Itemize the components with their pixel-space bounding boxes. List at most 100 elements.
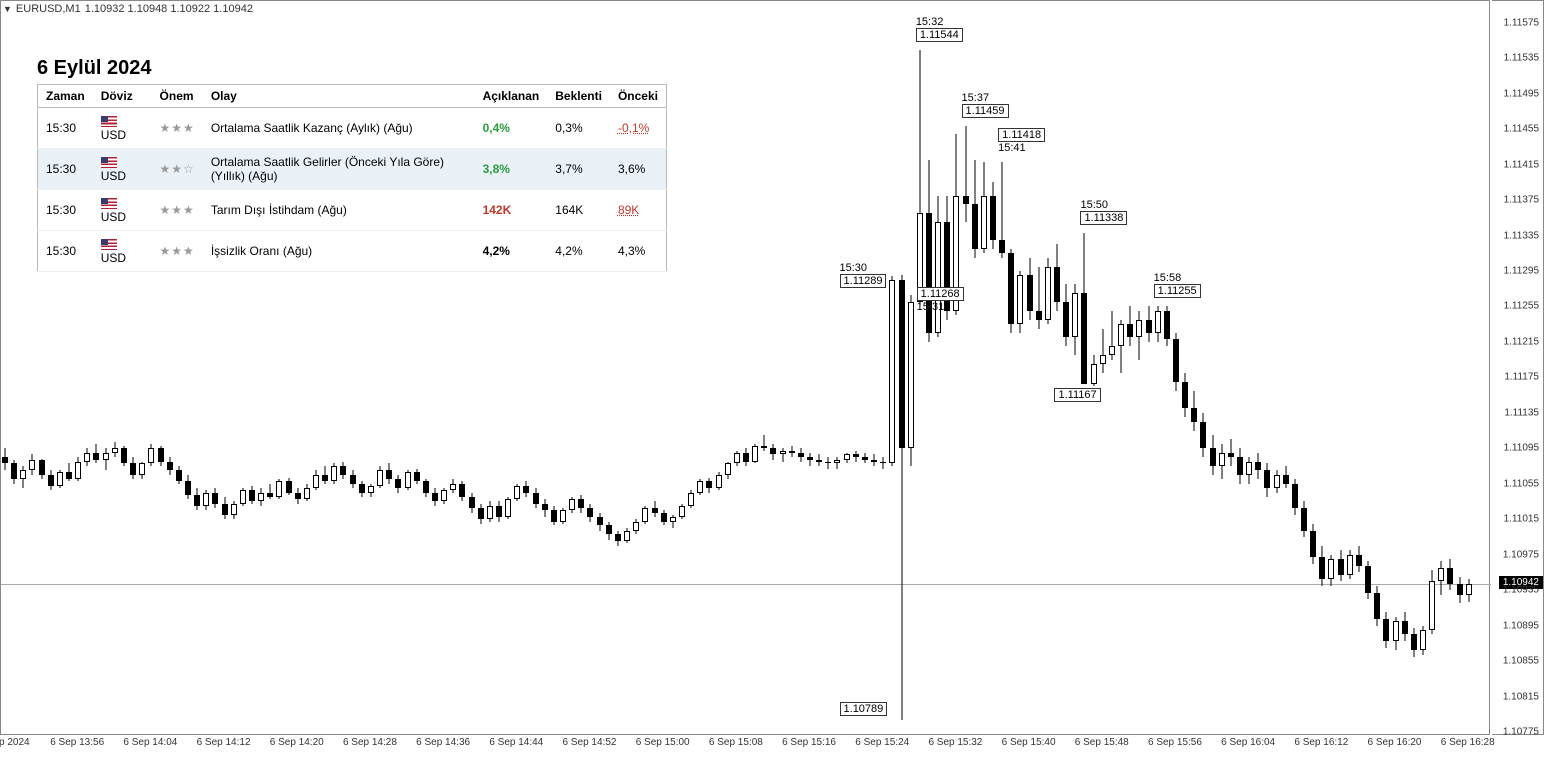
news-currency: USD [93, 190, 152, 231]
news-forecast: 3,7% [547, 149, 610, 190]
news-importance: ★★★ [152, 231, 203, 272]
xtick: 6 Sep 14:44 [489, 737, 543, 748]
xtick: 6 Sep 16:04 [1221, 737, 1275, 748]
news-row[interactable]: 15:30USD★★★İşsizlik Oranı (Ağu)4,2%4,2%4… [38, 231, 667, 272]
news-previous: -0,1% [610, 108, 667, 149]
news-currency: USD [93, 231, 152, 272]
xtick: 6 Sep 2024 [0, 737, 30, 748]
news-forecast: 164K [547, 190, 610, 231]
price-annotation: 15:301.11289 [840, 262, 887, 288]
ytick: 1.11455 [1504, 124, 1539, 135]
ytick: 1.11375 [1504, 195, 1539, 206]
news-event: İşsizlik Oranı (Ağu) [203, 231, 475, 272]
xtick: 6 Sep 15:00 [636, 737, 690, 748]
price-annotation: 15:581.11255 [1154, 272, 1201, 298]
ytick: 1.11215 [1504, 336, 1539, 347]
xtick: 6 Sep 14:12 [197, 737, 251, 748]
price-annotation: 15:501.11338 [1080, 199, 1127, 225]
news-importance: ★★★ [152, 190, 203, 231]
news-event: Tarım Dışı İstihdam (Ağu) [203, 190, 475, 231]
news-row[interactable]: 15:30USD★★☆Ortalama Saatlik Gelirler (Ön… [38, 149, 667, 190]
news-time: 15:30 [38, 108, 93, 149]
price-annotation: 1.1141815:41 [998, 128, 1045, 154]
news-previous: 3,6% [610, 149, 667, 190]
news-col-header: Zaman [38, 85, 93, 108]
news-col-header: Döviz [93, 85, 152, 108]
news-forecast: 0,3% [547, 108, 610, 149]
news-actual: 0,4% [475, 108, 548, 149]
news-time: 15:30 [38, 190, 93, 231]
flag-icon [101, 116, 117, 127]
ytick: 1.11175 [1504, 372, 1539, 383]
xtick: 6 Sep 13:56 [50, 737, 104, 748]
news-col-header: Beklenti [547, 85, 610, 108]
ytick: 1.11015 [1504, 514, 1539, 525]
news-title: 6 Eylül 2024 [37, 57, 667, 80]
price-annotation: 1.11167 [1054, 388, 1100, 402]
news-importance: ★★☆ [152, 149, 203, 190]
price-annotation: 1.1126815:31 [917, 287, 964, 313]
xtick: 6 Sep 14:36 [416, 737, 470, 748]
flag-icon [101, 198, 117, 209]
news-currency: USD [93, 149, 152, 190]
news-actual: 142K [475, 190, 548, 231]
ytick: 1.11135 [1504, 407, 1539, 418]
price-axis: 1.10942 1.115751.115351.114951.114551.11… [1492, 0, 1544, 735]
news-event: Ortalama Saatlik Kazanç (Aylık) (Ağu) [203, 108, 475, 149]
xtick: 6 Sep 15:16 [782, 737, 836, 748]
xtick: 6 Sep 14:52 [563, 737, 617, 748]
xtick: 6 Sep 15:32 [928, 737, 982, 748]
xtick: 6 Sep 14:04 [123, 737, 177, 748]
ytick: 1.10775 [1503, 727, 1539, 738]
xtick: 6 Sep 14:28 [343, 737, 397, 748]
price-annotation: 15:321.11544 [916, 16, 963, 42]
xtick: 6 Sep 15:48 [1075, 737, 1129, 748]
news-col-header: Olay [203, 85, 475, 108]
ytick: 1.11255 [1504, 301, 1539, 312]
ytick: 1.11335 [1504, 230, 1539, 241]
news-time: 15:30 [38, 149, 93, 190]
xtick: 6 Sep 16:12 [1294, 737, 1348, 748]
ytick: 1.10895 [1503, 620, 1539, 631]
price-annotation: 1.10789 [840, 702, 888, 716]
price-annotation: 15:371.11459 [962, 92, 1009, 118]
news-panel: 6 Eylül 2024 ZamanDövizÖnemOlayAçıklanan… [37, 57, 667, 272]
news-time: 15:30 [38, 231, 93, 272]
flag-icon [101, 157, 117, 168]
news-importance: ★★★ [152, 108, 203, 149]
xtick: 6 Sep 14:20 [270, 737, 324, 748]
news-forecast: 4,2% [547, 231, 610, 272]
ytick: 1.11535 [1504, 53, 1539, 64]
news-row[interactable]: 15:30USD★★★Ortalama Saatlik Kazanç (Aylı… [38, 108, 667, 149]
news-event: Ortalama Saatlik Gelirler (Önceki Yıla G… [203, 149, 475, 190]
news-col-header: Önceki [610, 85, 667, 108]
ytick: 1.11295 [1504, 265, 1539, 276]
news-actual: 4,2% [475, 231, 548, 272]
xtick: 6 Sep 15:40 [1002, 737, 1056, 748]
news-previous: 89K [610, 190, 667, 231]
ytick: 1.11495 [1504, 88, 1539, 99]
ytick: 1.11095 [1504, 443, 1539, 454]
xtick: 6 Sep 15:08 [709, 737, 763, 748]
news-row[interactable]: 15:30USD★★★Tarım Dışı İstihdam (Ağu)142K… [38, 190, 667, 231]
xtick: 6 Sep 15:56 [1148, 737, 1202, 748]
ytick: 1.10935 [1503, 585, 1539, 596]
xtick: 6 Sep 16:28 [1441, 737, 1495, 748]
xtick: 6 Sep 15:24 [855, 737, 909, 748]
news-currency: USD [93, 108, 152, 149]
news-col-header: Önem [152, 85, 203, 108]
news-previous: 4,3% [610, 231, 667, 272]
ytick: 1.10975 [1503, 549, 1539, 560]
ytick: 1.11055 [1504, 478, 1539, 489]
news-actual: 3,8% [475, 149, 548, 190]
time-axis: 6 Sep 2024 6 Sep 13:56 6 Sep 14:04 6 Sep 14… [0, 735, 1490, 760]
xtick: 6 Sep 16:20 [1368, 737, 1422, 748]
flag-icon [101, 239, 117, 250]
news-col-header: Açıklanan [475, 85, 548, 108]
news-table: ZamanDövizÖnemOlayAçıklananBeklentiÖncek… [37, 84, 667, 272]
ytick: 1.10815 [1503, 691, 1539, 702]
ytick: 1.11415 [1504, 159, 1539, 170]
ytick: 1.11575 [1504, 17, 1539, 28]
ytick: 1.10855 [1503, 656, 1539, 667]
chart-area[interactable]: ▼ EURUSD,M1 1.10932 1.10948 1.10922 1.10… [0, 0, 1490, 735]
